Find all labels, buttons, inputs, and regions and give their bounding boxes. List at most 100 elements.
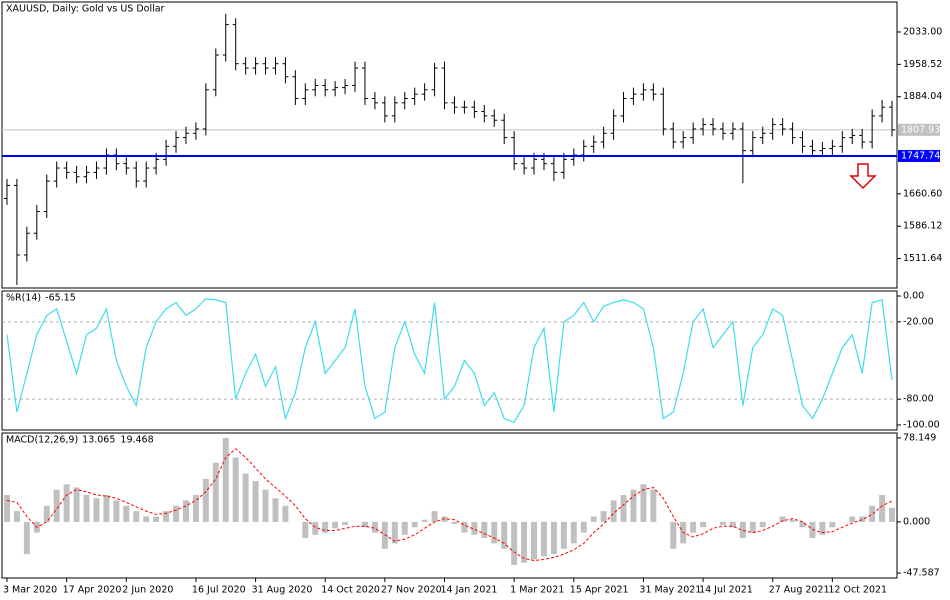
macd-bar xyxy=(570,521,577,544)
macd-bar xyxy=(83,495,90,522)
macd-bar xyxy=(550,521,557,555)
x-tick-label: 31 Aug 2020 xyxy=(252,585,313,596)
wpr-title: %R(14) xyxy=(6,293,41,304)
macd-bar xyxy=(590,516,597,522)
macd-bar xyxy=(580,521,587,533)
macd-bar xyxy=(153,516,160,522)
macd-bar xyxy=(302,521,309,539)
macd-bar xyxy=(143,516,150,522)
macd-bar xyxy=(829,521,836,528)
macd-bar xyxy=(451,521,458,525)
macd-bar xyxy=(312,521,319,535)
macd-bar xyxy=(242,473,249,522)
macd-bar xyxy=(640,484,647,522)
macd-bar xyxy=(133,511,140,522)
macd-bar xyxy=(192,495,199,522)
price-pane xyxy=(1,1,898,289)
macd-bar xyxy=(501,521,508,549)
macd-bar xyxy=(719,521,726,526)
macd-bar xyxy=(401,521,408,535)
macd-bar xyxy=(600,511,607,522)
macd-bar xyxy=(889,507,896,522)
macd-bar xyxy=(511,521,518,565)
macd-bar xyxy=(879,495,886,522)
y-tick-label: -100.00 xyxy=(903,419,940,430)
x-tick-label: 1 Mar 2021 xyxy=(510,585,564,596)
macd-pane xyxy=(1,432,898,579)
macd-bar xyxy=(779,516,786,522)
macd-bar xyxy=(610,500,617,522)
x-tick-label: 14 Jan 2021 xyxy=(441,585,498,596)
level-label-box xyxy=(898,149,940,162)
macd-bar xyxy=(222,438,229,522)
y-tick-label: 1586.12 xyxy=(903,221,942,232)
macd-bar xyxy=(749,521,756,533)
y-tick-label: -47.587 xyxy=(903,568,940,579)
macd-bar xyxy=(700,521,707,528)
y-tick-label: 1511.64 xyxy=(903,253,942,264)
x-tick-label: 12 Oct 2021 xyxy=(828,585,887,596)
macd-bar xyxy=(361,521,368,528)
macd-bar xyxy=(650,489,657,522)
macd-bar xyxy=(809,521,816,539)
macd-bar xyxy=(73,487,80,522)
macd-bar xyxy=(212,462,219,522)
y-tick-label: 1884.04 xyxy=(903,91,942,102)
down-arrow xyxy=(849,163,877,190)
y-tick-label: 1958.52 xyxy=(903,59,942,70)
last-price-label: 1807.93 xyxy=(901,124,940,135)
macd-bar xyxy=(272,498,279,522)
macd-bar xyxy=(670,521,677,549)
macd-bar xyxy=(63,484,70,522)
y-tick-label: 78.149 xyxy=(903,432,936,443)
macd-bar xyxy=(461,521,468,533)
macd-bar xyxy=(282,505,289,522)
x-tick-label: 15 Apr 2021 xyxy=(570,585,629,596)
macd-bar xyxy=(182,500,189,522)
macd-bar xyxy=(123,505,130,522)
macd-bar xyxy=(729,521,736,528)
macd-bar xyxy=(789,519,796,522)
macd-bar xyxy=(421,519,428,522)
macd-bar xyxy=(232,457,239,522)
macd-bar xyxy=(481,521,488,539)
macd-bar xyxy=(799,521,806,528)
macd-bar xyxy=(560,521,567,549)
macd-value: 19.468 xyxy=(120,435,153,446)
x-tick-label: 2 Jun 2020 xyxy=(122,585,173,596)
wpr-line xyxy=(6,297,893,424)
macd-bar xyxy=(322,521,329,533)
macd-bar xyxy=(491,521,498,544)
y-tick-label: 0.000 xyxy=(903,516,930,527)
macd-bar xyxy=(23,521,30,555)
macd-bar xyxy=(53,489,60,522)
macd-bar xyxy=(103,495,110,522)
macd-bar xyxy=(521,521,528,563)
x-tick-label: 3 Mar 2020 xyxy=(3,585,57,596)
macd-title: MACD(12,26,9) xyxy=(6,435,78,446)
macd-bar xyxy=(690,521,697,533)
level-label: 1747.74 xyxy=(901,150,940,161)
signal-line xyxy=(6,448,893,562)
last-price-box xyxy=(898,123,940,136)
wpr-pane xyxy=(1,290,898,431)
macd-bar xyxy=(431,511,438,522)
y-tick-label: 0.00 xyxy=(903,291,924,302)
macd-bar xyxy=(13,511,20,522)
y-tick-label: -20.00 xyxy=(903,316,934,327)
macd-bar xyxy=(163,511,170,522)
wpr-value: -65.15 xyxy=(45,293,76,304)
x-tick-label: 31 May 2021 xyxy=(639,585,701,596)
macd-bar xyxy=(113,500,120,522)
macd-bar xyxy=(43,505,50,522)
macd-bar xyxy=(620,495,627,522)
macd-bar xyxy=(391,521,398,544)
x-tick-label: 27 Aug 2021 xyxy=(769,585,830,596)
macd-bar xyxy=(342,521,349,526)
macd-bar xyxy=(849,516,856,522)
x-tick-label: 16 Jul 2020 xyxy=(192,585,246,596)
y-tick-label: -80.00 xyxy=(903,394,934,405)
macd-bar xyxy=(819,521,826,535)
